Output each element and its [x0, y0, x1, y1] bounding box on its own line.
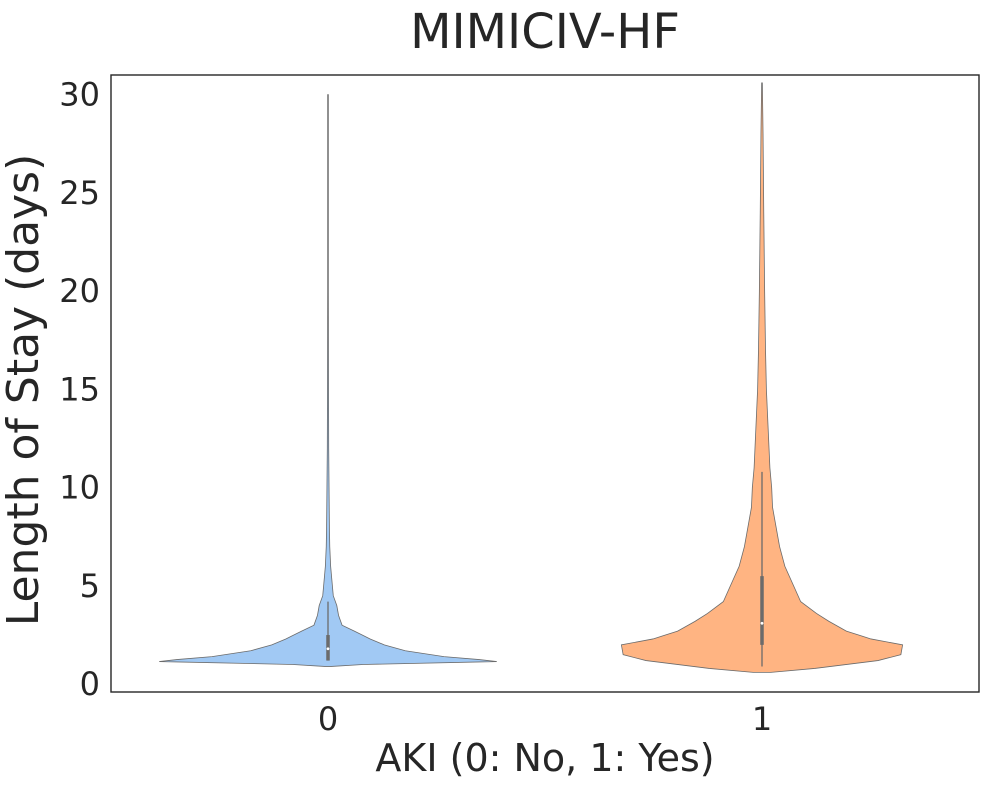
- y-axis-label: Length of Stay (days): [0, 154, 49, 627]
- y-tick-label: 0: [80, 665, 100, 703]
- violin-1: [620, 82, 904, 673]
- x-tick-label: 1: [752, 700, 772, 738]
- x-axis-label: AKI (0: No, 1: Yes): [375, 736, 714, 780]
- y-axis-ticks: 0 5 10 15 20 25 30: [59, 76, 100, 703]
- plot-area: [110, 74, 980, 693]
- y-tick-label: 25: [59, 174, 100, 212]
- y-tick-label: 5: [80, 567, 100, 605]
- y-tick-label: 10: [59, 469, 100, 507]
- violin-0: [159, 94, 497, 667]
- axes-frame: [110, 74, 980, 693]
- x-tick-label: 0: [318, 700, 338, 738]
- y-tick-label: 30: [59, 76, 100, 114]
- chart-title: MIMICIV-HF: [410, 4, 680, 60]
- violin-1-median: [760, 621, 764, 625]
- y-tick-label: 20: [59, 272, 100, 310]
- violin-0-median: [326, 647, 330, 651]
- y-tick-label: 15: [59, 370, 100, 408]
- violins-group: [159, 82, 904, 673]
- plot-background: [111, 75, 979, 692]
